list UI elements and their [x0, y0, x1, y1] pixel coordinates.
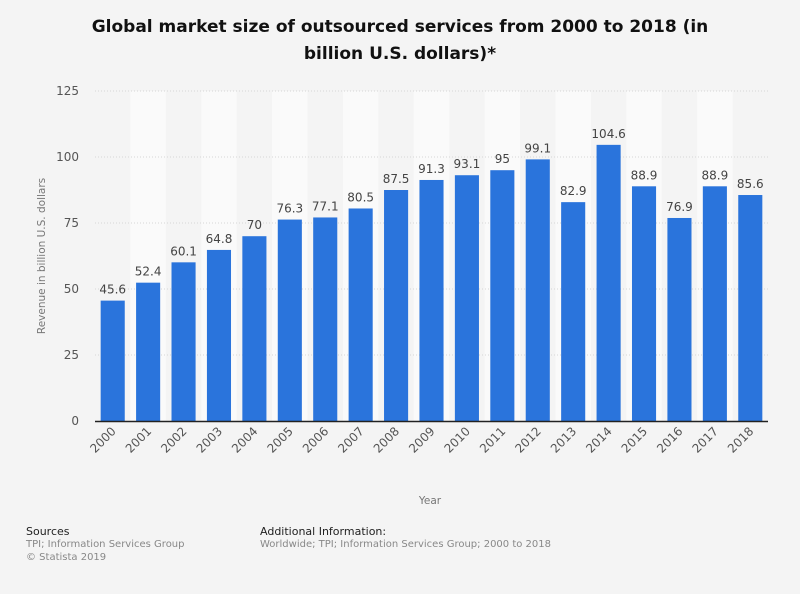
bar-2013[interactable]	[561, 202, 586, 421]
value-label: 76.3	[276, 202, 303, 216]
x-tick-label: 2007	[335, 424, 366, 455]
bar-2018[interactable]	[738, 195, 763, 421]
bar-2016[interactable]	[667, 217, 692, 421]
value-label: 45.6	[99, 283, 126, 297]
x-tick-label: 2015	[619, 424, 650, 455]
bar-chart: 0 25 50 75 100 125 45.6 52.4 60.1 64.8 70 76.3 77.1…	[36, 84, 768, 507]
bar-2017[interactable]	[702, 186, 727, 421]
value-label: 104.6	[591, 127, 625, 141]
sources-block: Sources TPI; Information Services Group …	[26, 525, 185, 564]
additional-info-block: Additional Information: Worldwide; TPI; …	[260, 525, 551, 551]
x-tick-label: 2017	[689, 424, 720, 455]
bar-2002[interactable]	[171, 262, 196, 421]
y-tick-label: 100	[56, 150, 79, 164]
bar-2014[interactable]	[596, 144, 621, 421]
y-tick-label: 25	[64, 348, 79, 362]
additional-info-heading: Additional Information:	[260, 525, 387, 538]
value-label: 80.5	[347, 190, 374, 204]
bar-2001[interactable]	[136, 282, 161, 421]
x-tick-label: 2003	[194, 424, 225, 455]
x-tick-label: 2012	[512, 424, 543, 455]
bar-2000[interactable]	[100, 300, 125, 421]
bar-2007[interactable]	[348, 208, 373, 421]
x-tick-label: 2004	[229, 424, 260, 455]
value-label: 88.9	[631, 168, 658, 182]
value-label: 64.8	[206, 232, 233, 246]
bar-2012[interactable]	[525, 159, 550, 421]
bar-2011[interactable]	[490, 170, 515, 421]
value-label: 82.9	[560, 184, 587, 198]
value-label: 52.4	[135, 265, 162, 279]
value-label: 95	[495, 152, 510, 166]
bar-2015[interactable]	[631, 186, 657, 421]
y-axis-ticks: 0 25 50 75 100 125	[56, 84, 79, 428]
y-tick-label: 125	[56, 84, 79, 98]
x-tick-label: 2000	[87, 424, 118, 455]
y-axis-label: Revenue in billion U.S. dollars	[36, 178, 48, 334]
x-tick-label: 2018	[725, 424, 756, 455]
value-label: 60.1	[170, 244, 197, 258]
bar-2009[interactable]	[419, 179, 444, 421]
value-label: 91.3	[418, 162, 445, 176]
value-label: 76.9	[666, 200, 693, 214]
value-label: 77.1	[312, 199, 339, 213]
x-tick-label: 2016	[654, 424, 685, 455]
x-tick-label: 2008	[371, 424, 402, 455]
y-tick-label: 0	[71, 414, 79, 428]
bar-2005[interactable]	[277, 219, 302, 421]
value-label: 87.5	[383, 172, 410, 186]
x-tick-label: 2009	[406, 424, 437, 455]
value-label: 85.6	[737, 177, 764, 191]
x-tick-label: 2005	[264, 424, 295, 455]
x-tick-label: 2010	[442, 424, 473, 455]
x-tick-label: 2013	[548, 424, 579, 455]
chart-title: Global market size of outsourced service…	[0, 14, 800, 68]
value-label: 88.9	[702, 168, 729, 182]
y-tick-label: 75	[64, 216, 79, 230]
bar-2006[interactable]	[313, 217, 338, 421]
value-label: 70	[247, 218, 262, 232]
x-tick-label: 2014	[583, 424, 614, 455]
chart-title-line-1: Global market size of outsourced service…	[91, 17, 709, 37]
x-tick-label: 2002	[158, 424, 189, 455]
chart-title-line-2: billion U.S. dollars)*	[303, 44, 497, 64]
x-tick-label: 2001	[123, 424, 154, 455]
x-axis-label: Year	[418, 495, 442, 507]
sources-text[interactable]: TPI; Information Services Group	[26, 539, 185, 550]
sources-heading: Sources	[26, 525, 70, 538]
x-tick-label: 2006	[300, 424, 331, 455]
value-labels: 45.6 52.4 60.1 64.8 70 76.3 77.1 80.5 87.5 91.3 93…	[99, 127, 763, 297]
bar-2010[interactable]	[454, 175, 479, 421]
bars	[100, 144, 763, 421]
x-tick-label: 2011	[477, 424, 508, 455]
additional-info-text: Worldwide; TPI; Information Services Gro…	[260, 539, 551, 550]
bar-2004[interactable]	[242, 236, 267, 421]
value-label: 99.1	[524, 141, 551, 155]
bar-2003[interactable]	[206, 249, 232, 421]
y-tick-label: 50	[64, 282, 79, 296]
x-axis-ticks: 2000 2001 2002 2003 2004 2005 2006 2007 2008 2009…	[87, 424, 756, 455]
bar-2008[interactable]	[384, 190, 409, 421]
copyright-text: © Statista 2019	[26, 552, 107, 563]
value-label: 93.1	[454, 157, 481, 171]
